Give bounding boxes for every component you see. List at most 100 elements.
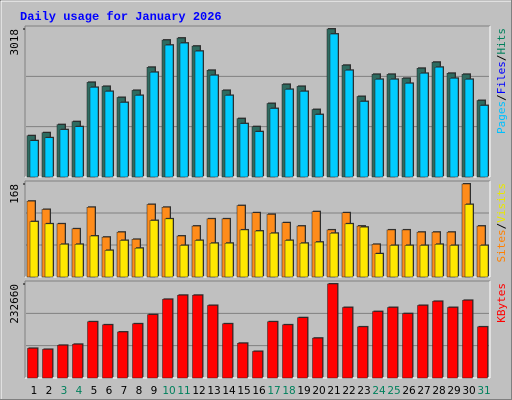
bar bbox=[372, 311, 383, 379]
x-tick-label: 22 bbox=[342, 385, 355, 397]
bar bbox=[149, 220, 159, 278]
bar bbox=[387, 307, 398, 379]
y-tick-label: 3018 bbox=[8, 29, 21, 56]
bar bbox=[44, 223, 54, 278]
bar bbox=[117, 331, 128, 379]
bar bbox=[462, 300, 473, 379]
series-label-part: / bbox=[495, 55, 508, 62]
bar bbox=[417, 305, 428, 379]
y-tick-label: 168 bbox=[8, 184, 21, 204]
bar bbox=[314, 241, 324, 278]
bar bbox=[179, 245, 189, 278]
x-tick-label: 11 bbox=[177, 385, 190, 397]
x-tick-label: 6 bbox=[106, 385, 113, 397]
x-tick-label: 12 bbox=[192, 385, 205, 397]
bar bbox=[254, 230, 264, 278]
x-tick-label: 31 bbox=[477, 385, 490, 397]
bar bbox=[389, 79, 399, 178]
x-tick-label: 17 bbox=[267, 385, 280, 397]
bar bbox=[194, 50, 204, 178]
series-label-part: / bbox=[495, 223, 508, 230]
x-tick-label: 20 bbox=[312, 385, 325, 397]
x-tick-label: 28 bbox=[432, 385, 445, 397]
x-tick-label: 19 bbox=[297, 385, 310, 397]
bar bbox=[209, 242, 219, 278]
bar bbox=[297, 317, 308, 379]
bar bbox=[282, 324, 293, 379]
bar bbox=[104, 250, 114, 278]
x-tick-label: 3 bbox=[61, 385, 68, 397]
bar bbox=[192, 294, 203, 379]
series-label-part: Files bbox=[495, 61, 508, 94]
bar bbox=[179, 42, 189, 178]
x-tick-label: 7 bbox=[121, 385, 128, 397]
bar bbox=[222, 323, 233, 379]
bar bbox=[404, 83, 414, 178]
x-tick-label: 25 bbox=[387, 385, 400, 397]
bar bbox=[42, 349, 53, 379]
bar bbox=[209, 75, 219, 178]
bar bbox=[89, 87, 99, 178]
bar bbox=[74, 126, 84, 178]
bar bbox=[27, 348, 38, 379]
x-tick-label: 2 bbox=[46, 385, 53, 397]
bar bbox=[434, 244, 444, 278]
bar bbox=[254, 131, 264, 178]
bar bbox=[119, 240, 129, 278]
x-tick-label: 24 bbox=[372, 385, 386, 397]
series-label-part: KBytes bbox=[495, 283, 508, 323]
bar bbox=[239, 123, 249, 178]
bar bbox=[252, 351, 263, 379]
x-tick-label: 10 bbox=[162, 385, 175, 397]
bar bbox=[29, 221, 39, 278]
bar bbox=[404, 245, 414, 278]
bar bbox=[134, 247, 144, 278]
bar bbox=[74, 244, 84, 278]
bar bbox=[59, 129, 69, 178]
bar bbox=[72, 344, 83, 379]
x-tick-label: 5 bbox=[91, 385, 98, 397]
bar bbox=[269, 233, 279, 278]
bar bbox=[389, 245, 399, 278]
x-tick-label: 16 bbox=[252, 385, 266, 397]
bar bbox=[447, 307, 458, 379]
bar bbox=[464, 79, 474, 178]
series-label: Pages/Files/Hits bbox=[495, 28, 508, 134]
bar bbox=[162, 299, 173, 379]
bar bbox=[164, 218, 174, 278]
series-label-part: Hits bbox=[495, 28, 508, 55]
x-tick-label: 23 bbox=[357, 385, 370, 397]
series-label-part: Visits bbox=[495, 183, 508, 223]
series-label-part: Pages bbox=[495, 101, 508, 134]
x-tick-label: 4 bbox=[76, 385, 83, 397]
bar bbox=[374, 79, 384, 178]
x-tick-label: 27 bbox=[417, 385, 430, 397]
bar bbox=[237, 343, 248, 379]
bar bbox=[239, 229, 249, 278]
bar bbox=[119, 102, 129, 178]
bar bbox=[357, 326, 368, 379]
bar bbox=[434, 67, 444, 178]
bar bbox=[464, 204, 474, 278]
bar bbox=[432, 301, 443, 379]
bar bbox=[29, 140, 39, 178]
bar bbox=[104, 91, 114, 178]
bar bbox=[194, 240, 204, 278]
x-tick-label: 8 bbox=[136, 385, 143, 397]
bar bbox=[147, 314, 158, 379]
bar bbox=[479, 105, 489, 178]
bar bbox=[299, 91, 309, 178]
x-tick-label: 18 bbox=[282, 385, 295, 397]
bar bbox=[224, 95, 234, 178]
bar bbox=[312, 337, 323, 379]
bar bbox=[207, 305, 218, 379]
bar bbox=[479, 245, 489, 278]
x-tick-label: 30 bbox=[462, 385, 475, 397]
bar bbox=[329, 233, 339, 278]
chart-title: Daily usage for January 2026 bbox=[20, 10, 222, 24]
x-tick-label: 9 bbox=[151, 385, 158, 397]
bar bbox=[314, 114, 324, 178]
x-tick-label: 21 bbox=[327, 385, 340, 397]
bar bbox=[402, 313, 413, 379]
series-label: Sites/Visits bbox=[495, 183, 508, 263]
